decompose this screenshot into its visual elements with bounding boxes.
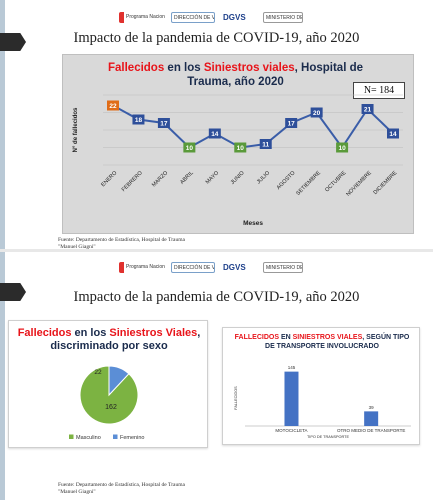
pie-chart-title: Fallecidos en los Siniestros Viales, dis… [17, 327, 201, 352]
footnote-line-1: Fuente: Departamento de Estadística, Hos… [58, 237, 185, 243]
x-tick-label: MOTOCICLETA [275, 428, 307, 433]
slide-arrow-marker [0, 283, 26, 301]
data-point [361, 104, 374, 114]
slide-title: Impacto de la pandemia de COVID-19, año … [73, 30, 360, 46]
bar-chart-svg: 145 MOTOCICLETA 39 OTRO MEDIO DE TRANSPORTE… [234, 365, 411, 439]
bar [284, 371, 299, 426]
data-label: 17 [160, 121, 168, 128]
x-tick-label: AGOSTO [276, 170, 297, 191]
line-chart-svg: 22 ENERO 18 FEBRERO 17 MARZO 10 ABRIL 14 MAYO 10 JU… [73, 94, 403, 227]
data-label: 17 [288, 121, 296, 128]
logo-lesiones: Programa Nacional LESIONES DE CAUSAS EXT… [119, 12, 165, 23]
bar [364, 411, 379, 426]
logo-dgvs: DGVS [223, 13, 246, 22]
source-footnote: Fuente: Departamento de Estadística, Hos… [58, 237, 185, 251]
logo-ministerio: MINISTERIO DE SALUD [263, 12, 303, 23]
bar-value-label: 39 [369, 405, 375, 410]
data-label: 10 [338, 145, 346, 152]
pie-chart-card: Fallecidos en los Siniestros Viales, dis… [8, 320, 208, 448]
data-point [336, 142, 349, 153]
legend-swatch-masculino [69, 434, 74, 439]
logo-dgvs: DGVS [223, 263, 246, 272]
data-point [285, 118, 298, 128]
slide-title: Impacto de la pandemia de COVID-19, año … [73, 289, 360, 305]
x-tick-label: SETIEMBRE [295, 170, 322, 197]
logo-ministerio: MINISTERIO DE SALUD [263, 262, 303, 273]
slide-1: Programa Nacional LESIONES DE CAUSAS EXT… [0, 0, 414, 251]
data-label: 10 [237, 145, 245, 152]
data-point [208, 128, 221, 139]
pie-value-masculino: 162 [105, 404, 117, 411]
data-point [132, 114, 145, 125]
legend-label-femenino: Femenino [120, 435, 144, 441]
x-tick-label: OTRO MEDIO DE TRANSPORTE [337, 428, 405, 433]
x-tick-label: ABRIL [179, 170, 194, 185]
logo-strip: Programa Nacional LESIONES DE CAUSAS EXT… [119, 12, 303, 23]
data-label: 20 [313, 110, 321, 117]
x-tick-label: JULIO [256, 170, 272, 186]
x-tick-label: MAYO [205, 170, 221, 186]
data-label: 21 [364, 107, 372, 114]
data-label: 11 [262, 142, 269, 149]
data-label: 22 [109, 103, 117, 110]
x-tick-label: NOVIEMBRE [345, 170, 373, 198]
bar-chart-title: FALLECIDOS EN SINIESTROS VIALES, SEGÚN T… [234, 334, 410, 350]
footnote-line-2: "Manuel Giagni" [58, 244, 96, 250]
x-tick-label: OCTUBRE [324, 170, 347, 193]
data-point [259, 139, 272, 149]
legend-swatch-femenino [113, 434, 118, 439]
bar-value-label: 145 [288, 365, 296, 370]
logo-strip: Programa Nacional LESIONES DE CAUSAS EXT… [119, 262, 303, 273]
slide-arrow-marker [0, 33, 26, 51]
data-point [310, 107, 323, 118]
data-label: 10 [186, 145, 194, 152]
data-point [107, 100, 119, 111]
logo-vigilancia: DIRECCIÓN DE VIGILANCIA DE ENFERMEDADES … [171, 262, 215, 273]
slide-left-accent [0, 252, 5, 500]
x-tick-label: DICIEMBRE [373, 170, 399, 196]
legend-label-masculino: Masculino [76, 435, 101, 441]
y-axis-label: N° de fallecidos [73, 107, 79, 152]
x-tick-label: MARZO [151, 170, 170, 189]
logo-vigilancia: DIRECCIÓN DE VIGILANCIA DE ENFERMEDADES … [171, 12, 215, 23]
data-point [157, 118, 170, 128]
y-axis-label: FALLECIDOS [234, 386, 238, 410]
x-axis-label: TIPO DE TRANSPORTE [307, 435, 350, 439]
data-point [183, 142, 196, 153]
logo-lesiones: Programa Nacional LESIONES DE CAUSAS EXT… [119, 262, 165, 273]
footnote-line-1: Fuente: Departamento de Estadística, Hos… [58, 482, 185, 488]
pie-value-femenino: 22 [94, 369, 102, 376]
line-chart-panel: Fallecidos en los Siniestros viales, Hos… [62, 54, 414, 234]
series-line [112, 104, 394, 150]
pie-slice-femenino [108, 365, 130, 397]
slide-divider [0, 249, 433, 253]
footnote-line-2: "Manuel Giagni" [58, 489, 96, 495]
data-label: 14 [211, 131, 219, 138]
data-point [234, 142, 247, 153]
slide-left-accent [0, 0, 5, 250]
pie-chart-svg: 162 22 Masculino Femenino [69, 365, 144, 441]
source-footnote: Fuente: Departamento de Estadística, Hos… [58, 482, 185, 496]
bar-chart-card: FALLECIDOS EN SINIESTROS VIALES, SEGÚN T… [222, 327, 420, 445]
slide-2: Programa Nacional LESIONES DE CAUSAS EXT… [0, 252, 433, 500]
data-label: 14 [389, 131, 397, 138]
x-tick-label: FEBRERO [121, 170, 145, 194]
data-point [387, 128, 399, 139]
line-chart-title: Fallecidos en los Siniestros viales, Hos… [107, 62, 364, 88]
x-tick-label: JUNIO [230, 170, 246, 186]
x-tick-label: ENERO [100, 170, 119, 189]
x-axis-label: Meses [243, 220, 263, 227]
data-label: 18 [135, 117, 143, 124]
